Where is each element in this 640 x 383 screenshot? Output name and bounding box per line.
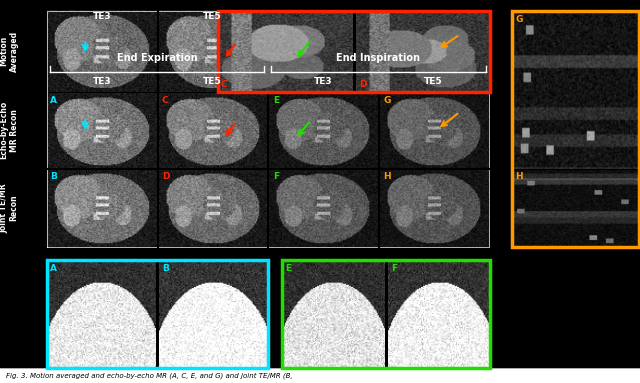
Text: E: E <box>285 264 291 273</box>
Bar <box>0 368 640 383</box>
Text: TE3: TE3 <box>314 77 332 86</box>
Text: G: G <box>515 15 523 23</box>
Text: G: G <box>383 96 391 105</box>
Text: H: H <box>515 172 523 181</box>
Bar <box>47 260 268 368</box>
Text: A: A <box>50 264 57 273</box>
Text: TE5: TE5 <box>203 77 221 86</box>
Text: Joint TE/MR
Recon: Joint TE/MR Recon <box>0 183 19 232</box>
Text: D: D <box>359 80 366 89</box>
Text: Motion
Averaged: Motion Averaged <box>0 31 19 72</box>
Text: C: C <box>221 80 227 89</box>
Text: End Inspiration: End Inspiration <box>336 53 420 63</box>
Text: A: A <box>50 96 57 105</box>
Text: Fig. 3. Motion averaged and echo-by-echo MR (A, C, E, and G) and joint TE/MR (B,: Fig. 3. Motion averaged and echo-by-echo… <box>6 372 293 379</box>
Text: Echo-by-Echo
MR Recon: Echo-by-Echo MR Recon <box>0 101 19 159</box>
Text: TE3: TE3 <box>92 77 111 86</box>
Bar <box>218 11 490 92</box>
Text: F: F <box>390 264 397 273</box>
Text: E: E <box>273 96 279 105</box>
Bar <box>512 11 639 247</box>
Text: TE3: TE3 <box>92 11 111 21</box>
Text: B: B <box>50 172 57 181</box>
Text: End Expiration: End Expiration <box>117 53 197 63</box>
Text: B: B <box>163 264 169 273</box>
Text: TE5: TE5 <box>424 77 443 86</box>
Text: F: F <box>273 172 279 181</box>
Text: H: H <box>383 172 391 181</box>
Text: D: D <box>162 172 170 181</box>
Text: C: C <box>162 96 168 105</box>
Bar <box>282 260 490 368</box>
Text: TE5: TE5 <box>203 11 221 21</box>
